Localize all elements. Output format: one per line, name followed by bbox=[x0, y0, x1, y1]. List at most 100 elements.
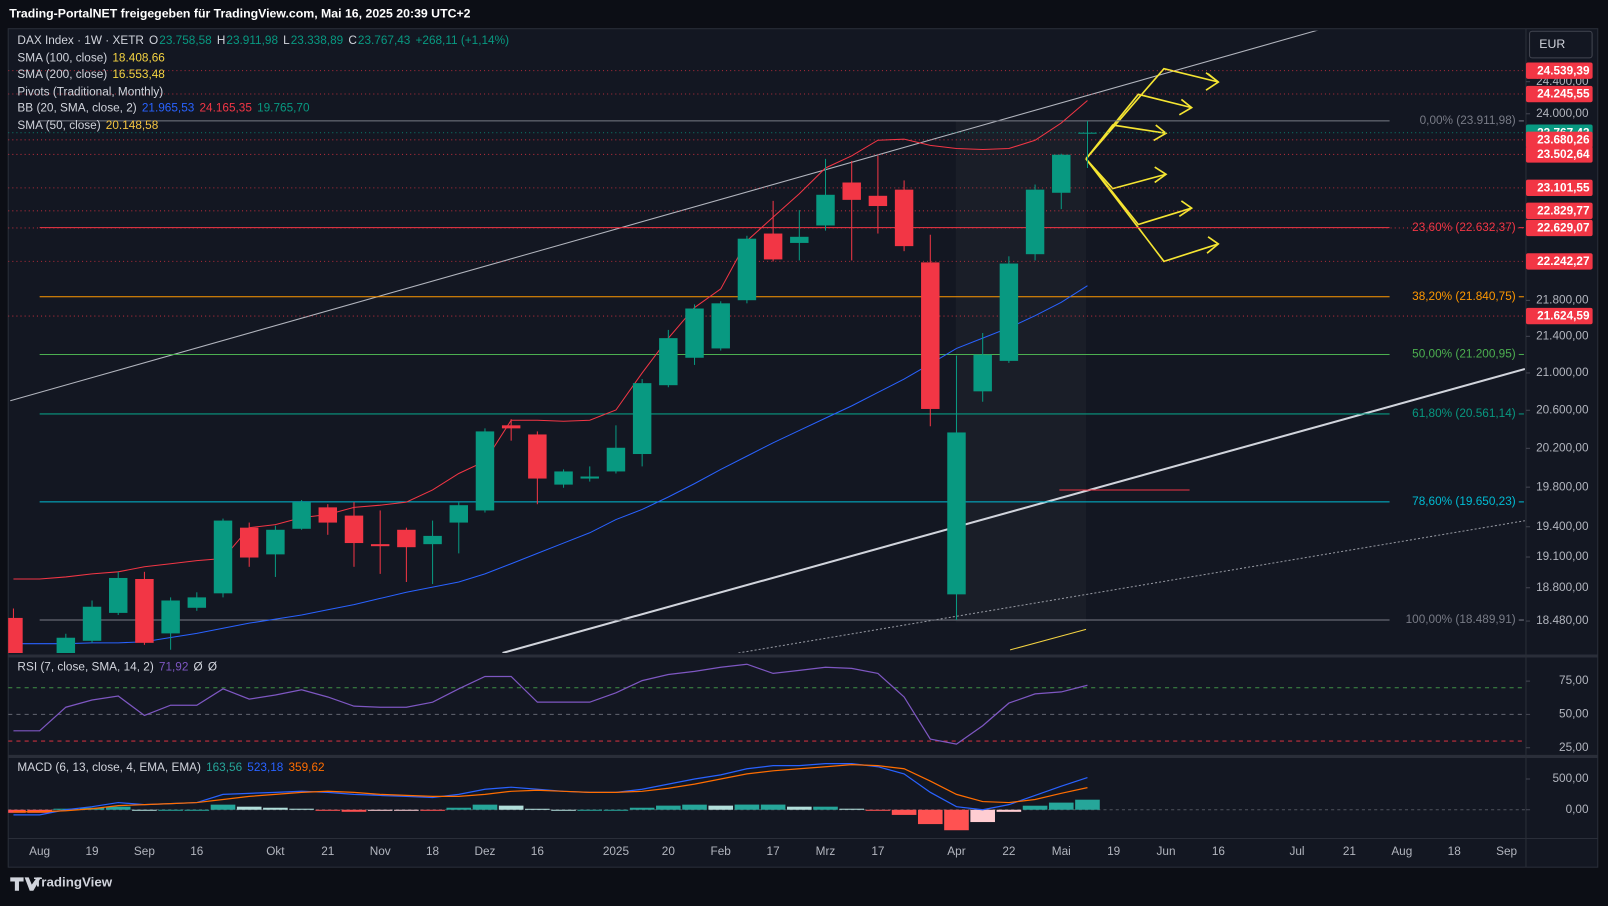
price-tag-label: 23.680,26 bbox=[1537, 133, 1590, 146]
arrow-heads bbox=[1153, 73, 1220, 254]
x-tick-label: 18 bbox=[426, 845, 440, 858]
candle-body bbox=[894, 189, 914, 247]
legend-row: RSI (7, close, SMA, 14, 2) 71,92 Ø Ø bbox=[17, 659, 222, 676]
fib-label: 61,80% (20.561,14) bbox=[1412, 407, 1516, 420]
candle-body bbox=[56, 637, 76, 653]
fib-label: 78,60% (19.650,23) bbox=[1412, 495, 1516, 508]
price-tag bbox=[1525, 219, 1593, 237]
y-tick-label: 19.400,00 bbox=[1536, 520, 1589, 533]
y-tick-label: 20.200,00 bbox=[1536, 441, 1589, 454]
price-tag bbox=[1525, 85, 1593, 103]
price-tag bbox=[1525, 307, 1593, 325]
price-tag-label: 23.101,55 bbox=[1537, 181, 1590, 194]
histogram-bar bbox=[105, 806, 131, 810]
indicator-value: 71,92 bbox=[158, 661, 189, 674]
histogram-bar bbox=[891, 809, 917, 815]
fib-label: 100,00% (18.489,91) bbox=[1406, 613, 1516, 626]
candle-body bbox=[999, 263, 1019, 361]
x-tick-label: 16 bbox=[190, 845, 204, 858]
candle-body bbox=[816, 194, 835, 226]
x-tick-label: 22 bbox=[1002, 845, 1015, 858]
candle-body bbox=[659, 338, 678, 386]
macd-legend: MACD (6, 13, close, 4, EMA, EMA) 163,56 52… bbox=[17, 760, 329, 777]
y-tick-label: 20.600,00 bbox=[1536, 403, 1589, 416]
indicator-value: 19.765,70 bbox=[257, 102, 310, 115]
y-tick-label: 21.400,00 bbox=[1536, 329, 1589, 342]
candle-body bbox=[213, 520, 233, 594]
histogram-bar bbox=[525, 808, 550, 810]
arrow bbox=[1085, 158, 1219, 263]
indicator-name: SMA (100, close) bbox=[17, 51, 108, 65]
legend-row: SMA (200, close) 16.553,48 bbox=[17, 67, 514, 84]
indicator-name: RSI (7, close, SMA, 14, 2) bbox=[17, 661, 154, 674]
x-tick-label: Jun bbox=[1157, 845, 1176, 858]
x-tick-label: 18 bbox=[1448, 845, 1462, 858]
histogram-bar bbox=[577, 809, 603, 811]
candle-body bbox=[921, 262, 940, 409]
x-tick-label: Aug bbox=[29, 845, 50, 858]
panel bbox=[8, 763, 1525, 831]
legend-row: SMA (50, close) 20.148,58 bbox=[17, 117, 514, 134]
histogram-bar bbox=[236, 806, 262, 810]
histogram-bar bbox=[760, 804, 786, 810]
x-tick-label: Mrz bbox=[816, 845, 836, 858]
histogram-bar bbox=[629, 807, 655, 810]
indicator-value: 523,18 bbox=[247, 761, 284, 774]
candle-body bbox=[161, 600, 180, 634]
fib-label: 23,60% (22.632,37) bbox=[1412, 221, 1516, 234]
histogram-bar bbox=[341, 809, 367, 812]
candle-body bbox=[685, 308, 704, 358]
histogram-bar bbox=[498, 805, 524, 810]
trend-line bbox=[1009, 628, 1087, 651]
candle-body bbox=[8, 617, 23, 653]
price-tag bbox=[1525, 179, 1593, 197]
candle-body bbox=[606, 447, 626, 472]
y-tick-label: 75,00 bbox=[1559, 674, 1589, 687]
indicator-value: 16.553,48 bbox=[112, 68, 165, 81]
indicator-name: SMA (50, close) bbox=[17, 119, 101, 132]
x-tick-label: 16 bbox=[1212, 845, 1226, 858]
y-tick-label: 19.100,00 bbox=[1536, 550, 1589, 563]
histogram-bar bbox=[603, 809, 629, 811]
legend-row: SMA (100, close) 18.408,66 bbox=[17, 50, 514, 67]
trend-line bbox=[10, 30, 1318, 402]
x-tick-label: Sep bbox=[1496, 845, 1517, 858]
histogram-bar bbox=[787, 806, 812, 810]
trend-line bbox=[502, 368, 1525, 653]
panel bbox=[8, 70, 1525, 653]
symbol: DAX Index · 1W · XETR bbox=[17, 34, 144, 48]
indicator-value: Ø bbox=[193, 661, 203, 674]
histogram-bar bbox=[263, 807, 288, 810]
legend-row: BB (20, SMA, close, 2) 21.965,53 24.165,35… bbox=[17, 100, 514, 117]
indicator-name: Pivots (Traditional, Monthly) bbox=[17, 85, 164, 98]
candle-body bbox=[528, 434, 547, 479]
legend-row: MACD (6, 13, close, 4, EMA, EMA) 163,56 52… bbox=[17, 760, 329, 777]
candle-body bbox=[1025, 189, 1045, 255]
x-tick-label: Mai bbox=[1052, 845, 1071, 858]
x-tick-label: 17 bbox=[767, 845, 780, 858]
x-tick-label: 21 bbox=[1343, 845, 1356, 858]
fib-label: 0,00% (23.911,98) bbox=[1420, 114, 1516, 127]
x-tick-label: Feb bbox=[711, 845, 732, 858]
price-tag bbox=[1525, 62, 1593, 79]
ohlc-value: 23.767,43 bbox=[357, 34, 411, 48]
x-tick-label: Sep bbox=[134, 845, 155, 858]
currency-button[interactable]: EUR bbox=[1529, 30, 1593, 59]
x-tick-label: 2025 bbox=[603, 845, 630, 858]
candle-body bbox=[580, 476, 599, 479]
candle-body bbox=[711, 303, 730, 349]
histogram-bar bbox=[132, 809, 157, 811]
candle-body bbox=[1052, 154, 1071, 193]
macd-line bbox=[13, 764, 1088, 813]
indicator-value: 359,62 bbox=[288, 761, 325, 774]
ohlc-key: H bbox=[216, 34, 226, 48]
indicator-name: SMA (200, close) bbox=[17, 68, 108, 81]
histogram-bar bbox=[813, 806, 838, 810]
histogram-bar bbox=[315, 809, 341, 811]
x-tick-label: 19 bbox=[1107, 845, 1120, 858]
candle-body bbox=[370, 544, 390, 547]
x-tick-label: Nov bbox=[370, 845, 391, 858]
candle-body bbox=[763, 233, 783, 260]
